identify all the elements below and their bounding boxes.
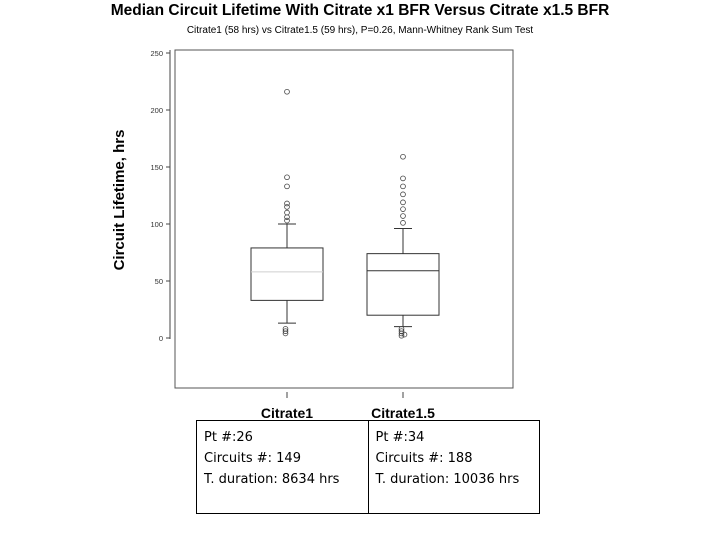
outlier-point [400, 153, 406, 160]
outlier-point [400, 183, 406, 190]
chart-subtitle: Citrate1 (58 hrs) vs Citrate1.5 (59 hrs)… [186, 25, 534, 36]
box-iqr [250, 247, 324, 301]
summary-table: Pt #:26 Circuits #: 149 T. duration: 863… [196, 420, 540, 514]
outlier-point [398, 330, 405, 337]
outlier-point [284, 204, 290, 210]
outlier-point [284, 214, 290, 220]
y-tick-label: 200 [150, 106, 163, 115]
outlier-point [400, 199, 406, 206]
summary-cell-citrate1: Pt #:26 Circuits #: 149 T. duration: 863… [197, 421, 368, 513]
summary-cell-citrate1-5: Pt #:34 Circuits #: 188 T. duration: 100… [367, 421, 540, 513]
outlier-point [284, 217, 290, 224]
outlier-point [284, 88, 290, 95]
outlier-point [282, 330, 289, 337]
y-tick-label: 250 [150, 49, 163, 58]
x-tick-label: Citrate1.5 [371, 405, 435, 420]
box-group-1 [250, 88, 324, 337]
y-tick-label: 150 [150, 163, 163, 172]
outlier-point [401, 331, 408, 338]
patient-count: Pt #:26 [204, 430, 253, 445]
patient-count: Pt #:34 [375, 430, 425, 445]
outlier-point [284, 209, 290, 216]
y-tick-label: 0 [159, 334, 163, 343]
outlier-point [284, 183, 290, 190]
outlier-point [284, 174, 290, 181]
outlier-point [400, 220, 406, 226]
outlier-point [400, 213, 406, 219]
circuit-count: Circuits #: 188 [375, 451, 473, 466]
y-axis-label: Circuit Lifetime, hrs [111, 130, 128, 271]
box-group-2 [366, 153, 440, 339]
outlier-point [284, 200, 290, 207]
outlier-point [400, 191, 406, 198]
y-tick-label: 100 [150, 220, 163, 229]
chart-title: Median Circuit Lifetime With Citrate x1 … [110, 2, 610, 19]
outlier-point [398, 332, 405, 339]
y-tick-label: 50 [155, 277, 163, 286]
total-duration: T. duration: 10036 hrs [375, 472, 520, 487]
outlier-point [400, 206, 406, 212]
plot-frame [174, 49, 514, 389]
circuit-count: Circuits #: 149 [204, 451, 301, 466]
box-plot: 0 50 100 150 200 250 Citrate1 Citrate1.5 Circu… [111, 49, 514, 420]
x-tick-label: Citrate1 [261, 405, 313, 420]
outlier-point [400, 175, 406, 182]
outlier-point [282, 328, 289, 334]
total-duration: T. duration: 8634 hrs [204, 472, 340, 487]
box-iqr [366, 253, 440, 316]
